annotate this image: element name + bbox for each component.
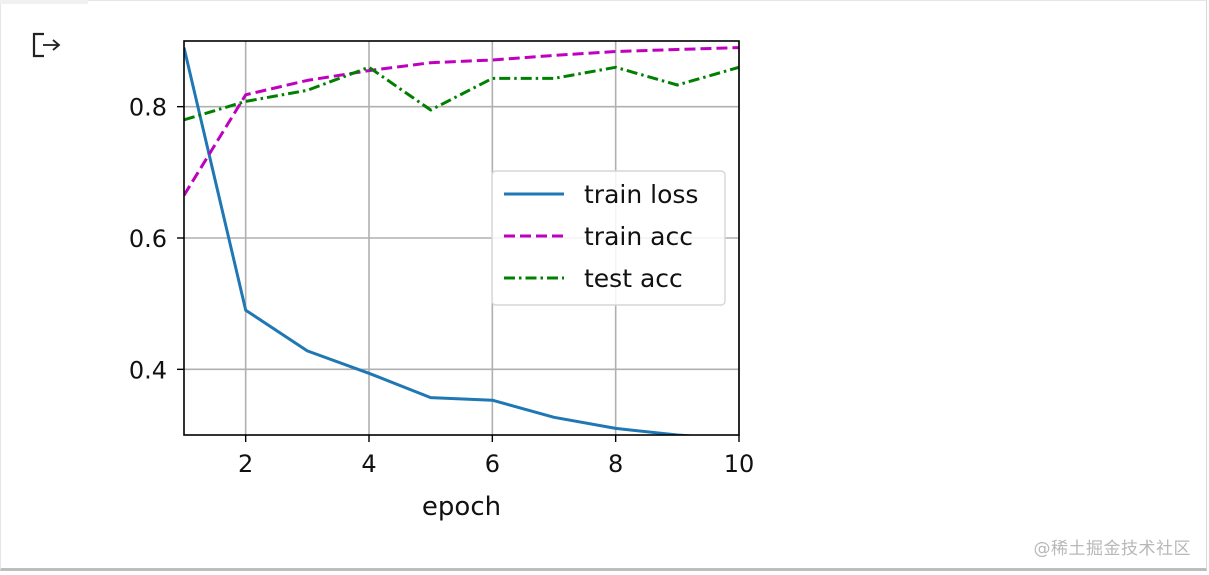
x-tick-label: 6 bbox=[485, 450, 500, 478]
x-tick-label: 2 bbox=[238, 450, 253, 478]
grid-lines bbox=[184, 41, 740, 435]
y-tick-label: 0.4 bbox=[129, 356, 167, 384]
series-line-train-loss bbox=[184, 47, 698, 435]
cell-top-strip bbox=[0, 0, 88, 4]
legend-label: train loss bbox=[584, 180, 698, 209]
x-tick-label: 8 bbox=[608, 450, 623, 478]
y-tick-label: 0.8 bbox=[129, 94, 167, 122]
legend: train loss train acc test acc bbox=[491, 170, 726, 306]
watermark: @稀土掘金技术社区 bbox=[1033, 539, 1191, 559]
x-tick-label: 4 bbox=[361, 450, 376, 478]
line-chart: 2 4 6 8 10 0.4 0.6 0.8 epoch train loss train ac… bbox=[129, 40, 754, 522]
output-exit-icon[interactable] bbox=[32, 31, 66, 59]
y-tick-label: 0.6 bbox=[129, 225, 167, 253]
legend-box bbox=[491, 170, 726, 306]
series-lines bbox=[184, 46, 739, 435]
x-tick-label: 10 bbox=[724, 450, 755, 478]
x-axis-label: epoch bbox=[422, 492, 501, 522]
axis-ticks: 2 4 6 8 10 0.4 0.6 0.8 bbox=[129, 94, 754, 478]
legend-label: test acc bbox=[584, 264, 683, 293]
series-line-test-acc bbox=[184, 65, 739, 122]
series-line-train-acc bbox=[184, 46, 739, 197]
legend-label: train acc bbox=[584, 222, 693, 251]
